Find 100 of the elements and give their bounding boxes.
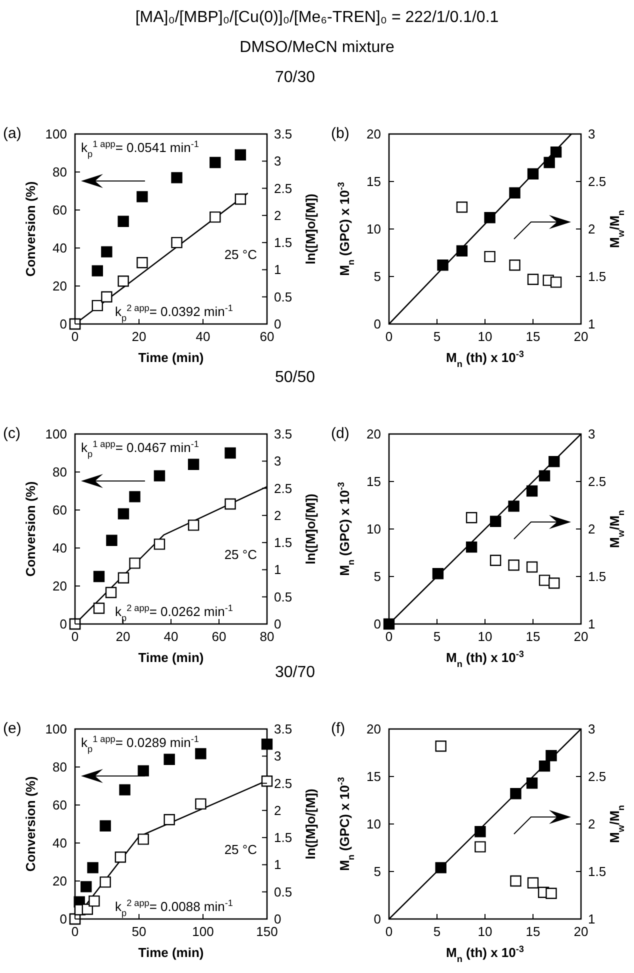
y-tick-label: 40 <box>52 240 67 256</box>
point <box>136 191 148 202</box>
point <box>101 246 112 258</box>
point <box>105 586 117 598</box>
point <box>538 760 550 772</box>
point <box>527 877 539 888</box>
point <box>550 146 562 158</box>
y2-tick-label: 2.5 <box>274 480 292 496</box>
point <box>544 156 555 168</box>
y2-tick-label: 0 <box>274 616 282 632</box>
y-tick-label: 60 <box>52 502 67 518</box>
y2-tick-label: 2.5 <box>588 174 606 189</box>
point <box>261 738 273 750</box>
y-tick-label: 15 <box>366 474 381 489</box>
point <box>87 862 98 874</box>
y2-tick-label: 1 <box>274 262 282 278</box>
y-tick-label: 10 <box>366 522 381 536</box>
point <box>118 276 129 287</box>
chart-subtitle: 30/70 <box>274 664 316 681</box>
y2-tick-label: 2 <box>274 208 282 223</box>
y-axis-title: Conversion (%) <box>23 481 38 577</box>
y2-tick-label: 2 <box>588 222 596 236</box>
x-tick-label: 0 <box>71 924 79 939</box>
x-tick-label: 20 <box>132 329 146 344</box>
x-tick-label: 10 <box>478 329 492 344</box>
x-tick-label: 0 <box>385 329 393 344</box>
point <box>92 265 103 276</box>
y-tick-label: 80 <box>52 164 67 180</box>
y2-tick-label: 2.5 <box>588 769 606 784</box>
x-tick-label: 5 <box>433 629 441 644</box>
y-axis-title: Conversion (%) <box>23 776 38 872</box>
x-tick-label: 10 <box>478 924 492 939</box>
y-tick-label: 100 <box>45 426 67 442</box>
x-tick-label: 0 <box>385 924 393 939</box>
chart-subtitle: 70/30 <box>274 69 316 86</box>
point <box>527 274 539 285</box>
point <box>456 202 468 213</box>
point <box>82 904 94 915</box>
point <box>510 875 522 887</box>
point <box>474 826 486 838</box>
y2-tick-label: 0 <box>274 912 282 926</box>
point <box>224 447 236 459</box>
x-tick-label: 20 <box>574 329 588 344</box>
point <box>234 149 246 160</box>
x-tick-label: 15 <box>526 924 540 939</box>
x-tick-label: 100 <box>192 924 214 939</box>
y2-tick-label: 3 <box>588 426 596 442</box>
point <box>129 558 140 569</box>
x-tick-label: 150 <box>256 924 278 939</box>
y-tick-label: 0 <box>374 316 381 332</box>
y-tick-label: 10 <box>366 222 381 236</box>
point <box>435 862 446 874</box>
point <box>80 881 92 892</box>
y2-tick-label: 2.5 <box>588 474 606 489</box>
y2-tick-label: 3 <box>588 722 596 736</box>
point <box>509 187 520 198</box>
point <box>474 841 486 852</box>
y2-tick-label: 1.5 <box>588 269 606 284</box>
y2-tick-label: 1.5 <box>274 535 292 550</box>
point <box>210 156 221 168</box>
point <box>490 554 502 566</box>
point <box>118 508 130 520</box>
point <box>548 456 560 468</box>
annotation: k$_{p}$$^{1 app}$= 0.0467 min$^{-1}$ <box>81 439 199 459</box>
y2-tick-label: 0.5 <box>274 589 292 604</box>
y-tick-label: 0 <box>60 316 67 332</box>
point <box>456 245 468 256</box>
point <box>508 500 520 512</box>
y2-tick-label: 1.5 <box>588 864 606 879</box>
x-tick-label: 20 <box>116 629 130 644</box>
x-axis-title: Time (min) <box>138 650 204 665</box>
point <box>138 765 149 776</box>
point <box>106 534 118 546</box>
x-axis-title: M$_{n}$ (th) x 10$^{-3}$ <box>446 349 524 369</box>
text: [MA]₀/[MBP]₀/[Cu(0)]₀/[Me₆-TREN]₀ = 222/1/0.1/0.1 DMSO/MeCN mixture <box>135 9 499 56</box>
point <box>432 568 444 580</box>
point <box>526 561 538 573</box>
y2-tick-label: 1.5 <box>588 569 606 584</box>
y2-tick-label: 3 <box>274 454 282 469</box>
y2-axis-title: ln([M]o/[M]) <box>303 194 318 264</box>
point <box>100 820 111 832</box>
y2-tick-label: 2.5 <box>274 180 292 196</box>
point <box>136 257 148 268</box>
point <box>188 520 200 531</box>
point <box>509 260 520 271</box>
x-tick-label: 0 <box>71 329 79 344</box>
y-tick-label: 20 <box>52 578 67 594</box>
y-tick-label: 0 <box>374 912 381 926</box>
y2-tick-label: 3 <box>274 154 282 169</box>
y-tick-label: 60 <box>52 798 67 812</box>
x-axis-title: M$_{n}$ (th) x 10$^{-3}$ <box>446 649 524 669</box>
text: (d) <box>331 425 350 442</box>
point <box>195 798 206 810</box>
y2-tick-label: 2 <box>274 508 282 523</box>
point <box>171 172 182 184</box>
point <box>548 578 560 589</box>
y2-axis-title: ln([M]o/[M]) <box>303 494 318 564</box>
y-tick-label: 5 <box>374 569 381 584</box>
y-tick-label: 0 <box>60 616 67 632</box>
x-tick-label: 10 <box>478 629 492 644</box>
